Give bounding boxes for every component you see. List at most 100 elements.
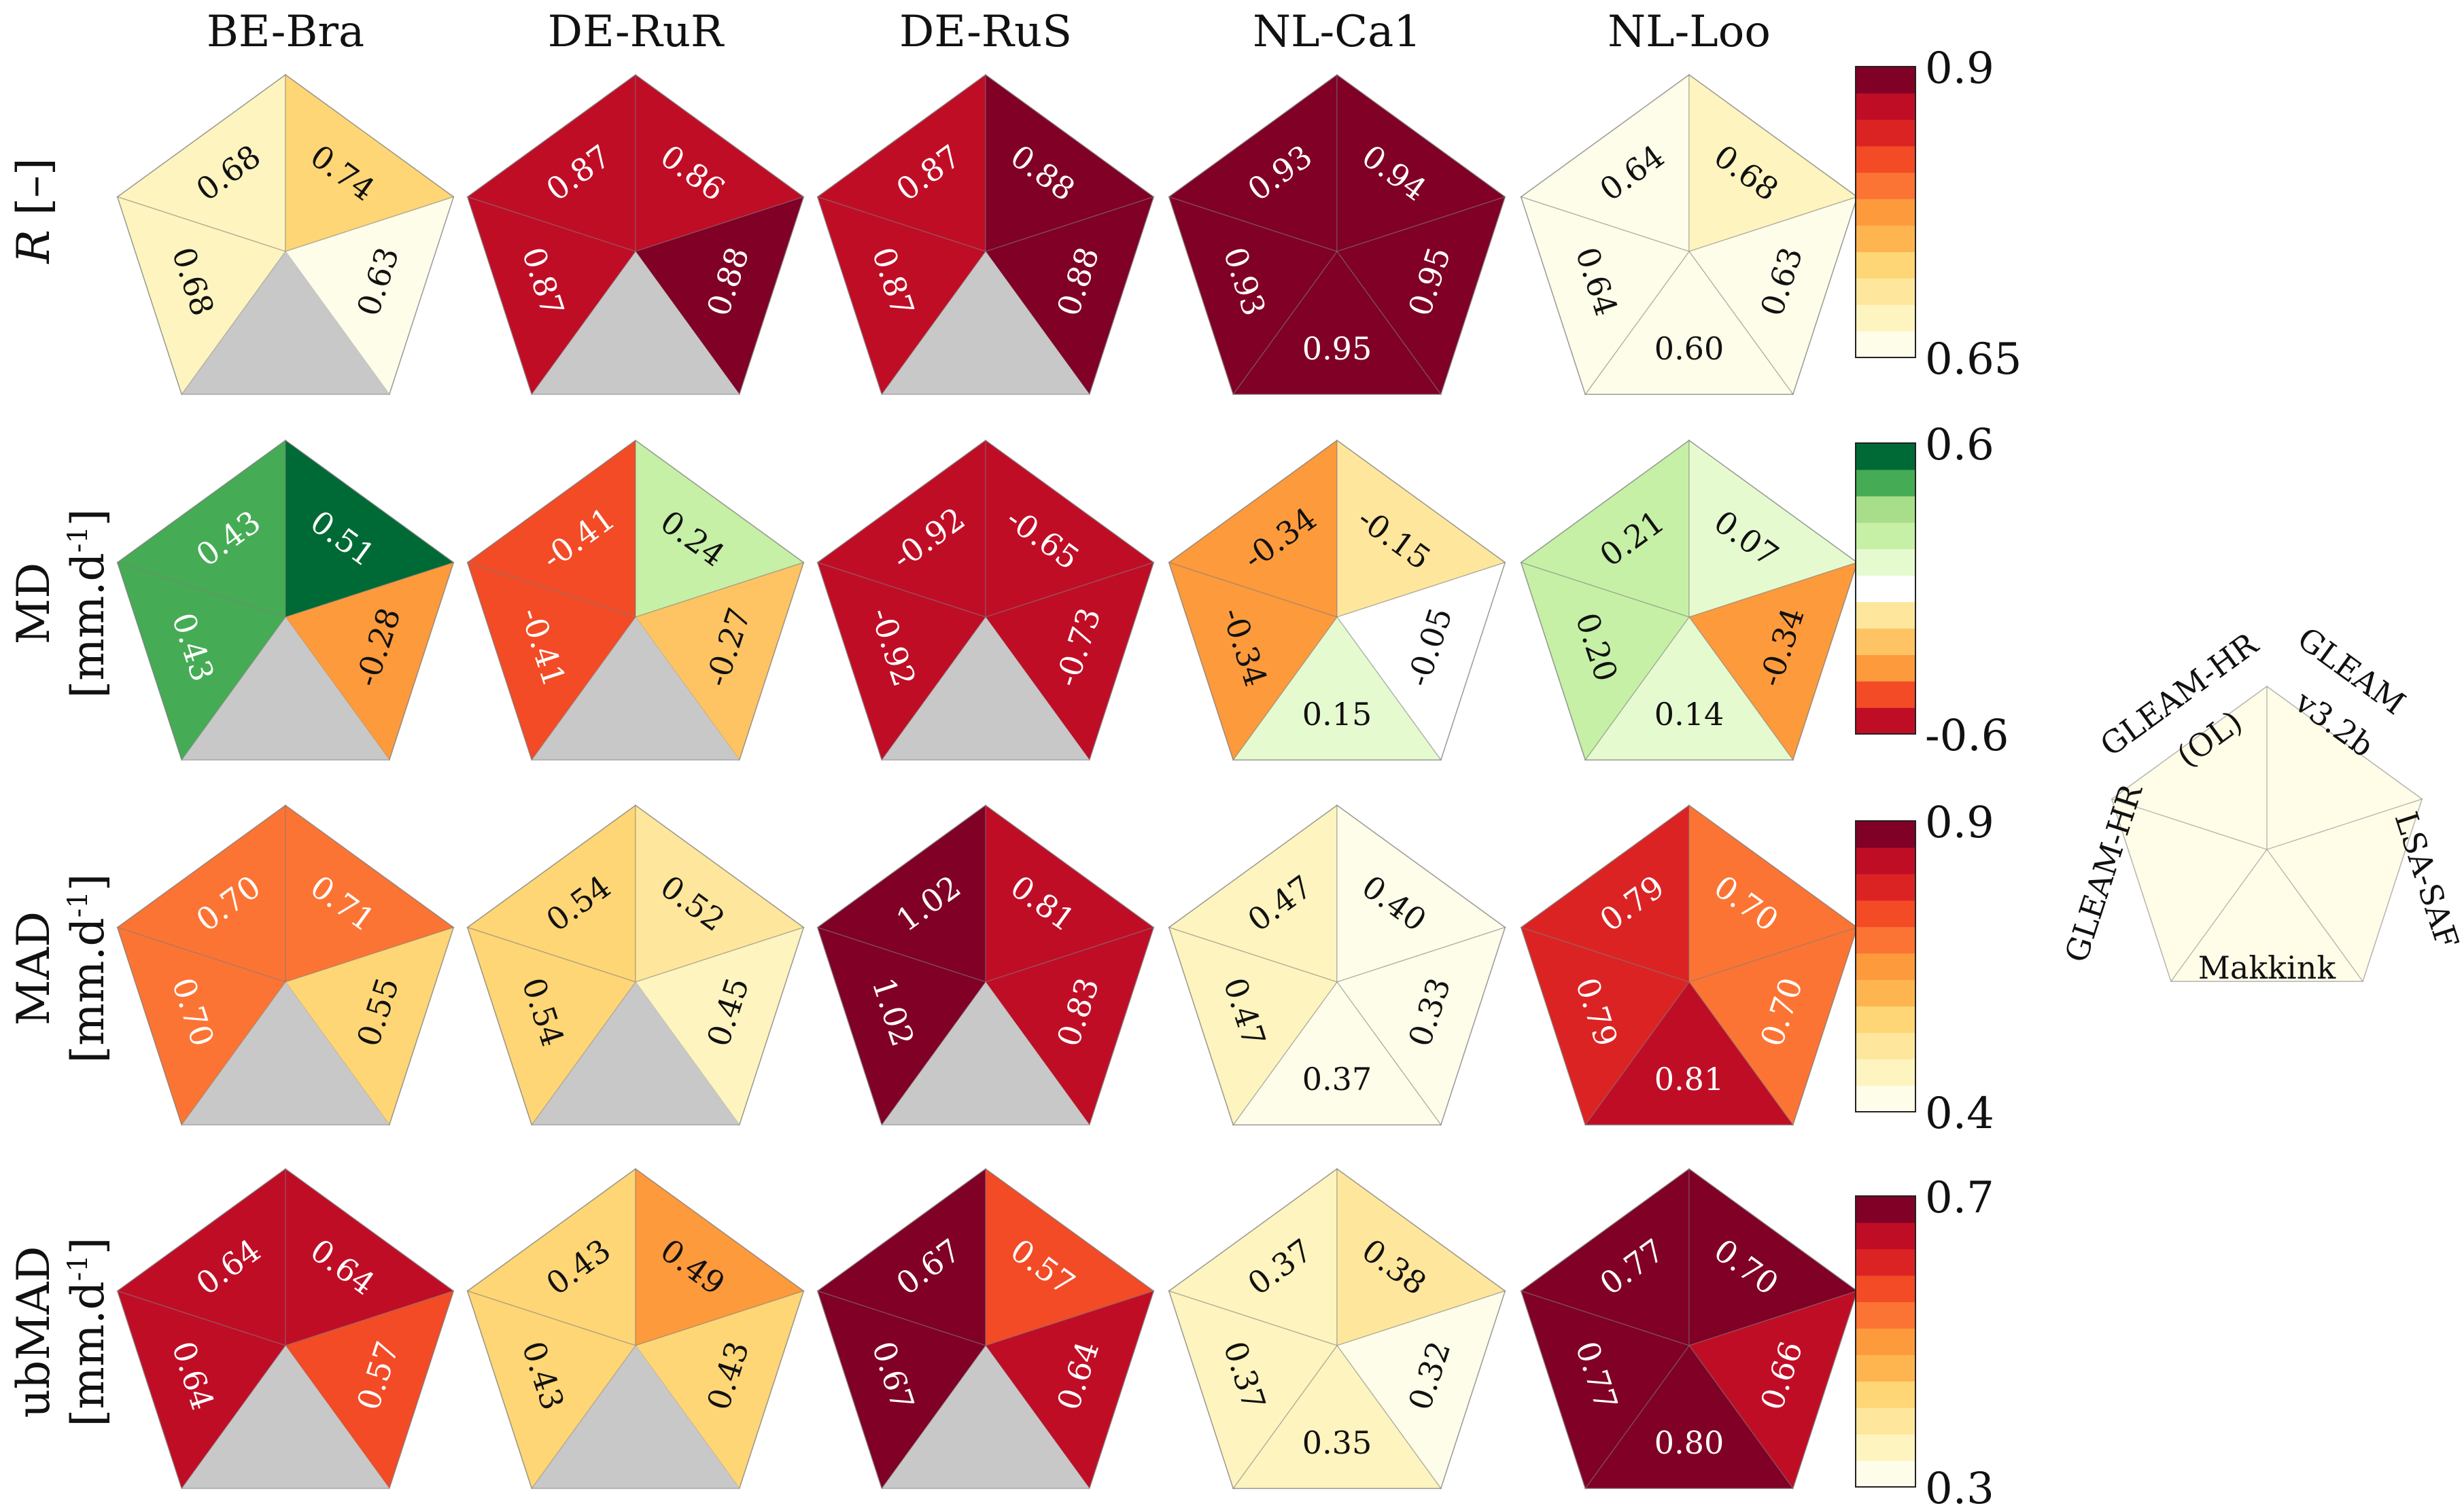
colorbar-swatch xyxy=(1856,145,1915,173)
value-label: 0.95 xyxy=(1302,330,1372,367)
pentagon-outline xyxy=(816,1168,1155,1490)
colorbar-swatch xyxy=(1856,522,1915,550)
colorbar-max-label: 0.9 xyxy=(1925,798,1994,848)
pentagon-md-nl-ca1: -0.34 -0.15-0.050.15-0.34 xyxy=(1168,439,1506,761)
colorbars: 0.9 0.65 0.6 -0.6 0.9 0.4 0.7 0.3 xyxy=(1855,43,2022,1510)
pentagon-grid: 0.68 0.740.630.680.87 0.860.880.870.87 0.88… xyxy=(116,73,1858,1490)
pentagon-r-be-bra: 0.68 0.740.630.68 xyxy=(116,73,455,396)
pentagon-outline xyxy=(116,805,455,1126)
colorbar-swatch xyxy=(1856,548,1915,576)
row-label-unit: [–] xyxy=(7,158,60,229)
colorbar-swatch xyxy=(1856,1222,1915,1250)
pentagon-r-nl-ca1: 0.93 0.940.950.950.93 xyxy=(1168,73,1506,396)
colorbar-max-label: 0.7 xyxy=(1925,1173,1994,1223)
pentagon-outline xyxy=(1520,1168,1858,1490)
pentagon-outline xyxy=(1520,805,1858,1126)
colorbar-md: 0.6 -0.6 xyxy=(1855,420,2009,761)
segment-4 xyxy=(532,982,740,1125)
segment-4 xyxy=(181,1346,389,1489)
pentagon-r-de-rur: 0.87 0.860.880.87 xyxy=(466,73,805,396)
pentagon-outline xyxy=(816,805,1155,1126)
row-label-unit: [mm.d xyxy=(62,917,114,1063)
pentagon-md-be-bra: 0.43 0.51-0.280.43 xyxy=(116,439,455,761)
colorbar-min-label: 0.3 xyxy=(1925,1464,1994,1510)
colorbar-swatch xyxy=(1856,304,1915,332)
row-label-var: MAD xyxy=(7,911,60,1025)
row-label-var: ubMAD xyxy=(7,1246,60,1418)
legend-divider xyxy=(2266,849,2363,982)
colorbar-swatch xyxy=(1856,979,1915,1006)
value-label: 0.81 xyxy=(1654,1061,1724,1098)
segment-4 xyxy=(532,251,740,395)
row-label-ubmad: ubMAD [mm.d-1] xyxy=(7,1237,114,1427)
value-label: 0.14 xyxy=(1654,696,1724,733)
pentagon-mad-nl-loo: 0.79 0.700.700.810.79 xyxy=(1520,804,1858,1126)
column-title-nl-loo: NL-Loo xyxy=(1608,7,1771,57)
colorbar-swatch xyxy=(1856,198,1915,226)
colorbar-swatch xyxy=(1856,821,1915,848)
row-label-close: ] xyxy=(62,874,114,892)
colorbar-swatch xyxy=(1856,1407,1915,1435)
colorbar-max-label: 0.6 xyxy=(1925,420,1994,470)
colorbar-swatch xyxy=(1856,443,1915,470)
colorbar-frame xyxy=(1855,442,1916,735)
pentagon-outline xyxy=(1520,74,1858,396)
row-label-md: MD [mm.d-1] xyxy=(7,509,114,699)
colorbar-swatch xyxy=(1856,225,1915,252)
value-label: 0.35 xyxy=(1302,1424,1372,1461)
pentagon-outline xyxy=(466,440,805,761)
colorbar-swatch xyxy=(1856,1381,1915,1408)
column-title-nl-ca1: NL-Ca1 xyxy=(1253,7,1421,57)
colorbar-swatch xyxy=(1856,1248,1915,1276)
row-label-unit: [mm.d xyxy=(62,552,114,698)
colorbar-r: 0.9 0.65 xyxy=(1855,43,2022,385)
colorbar-swatch xyxy=(1856,926,1915,954)
pentagon-outline xyxy=(466,1168,805,1490)
pentagon-outline xyxy=(1168,74,1506,396)
value-label: 0.60 xyxy=(1654,330,1724,367)
pentagon-outline xyxy=(116,440,455,761)
pentagon-outline xyxy=(1168,440,1506,761)
pentagon-ubmad-nl-loo: 0.77 0.700.660.800.77 xyxy=(1520,1167,1858,1490)
segment-4 xyxy=(882,1346,1090,1489)
row-label-sup: -1 xyxy=(63,891,94,917)
pentagon-outline xyxy=(1520,440,1858,761)
colorbar-swatch xyxy=(1856,1032,1915,1059)
colorbar-swatch xyxy=(1856,1006,1915,1033)
colorbar-frame xyxy=(1855,66,1916,358)
colorbar-swatch xyxy=(1856,575,1915,602)
colorbar-swatch xyxy=(1856,1196,1915,1223)
row-label-var: R xyxy=(7,230,60,264)
colorbar-min-label: 0.65 xyxy=(1925,334,2022,385)
colorbar-swatch xyxy=(1856,1059,1915,1086)
colorbar-swatch xyxy=(1856,900,1915,928)
segment-4 xyxy=(532,1346,740,1489)
colorbar-swatch xyxy=(1856,1328,1915,1355)
colorbar-swatch xyxy=(1856,495,1915,523)
colorbar-swatch xyxy=(1856,681,1915,708)
pentagon-md-nl-loo: 0.21 0.07-0.340.140.20 xyxy=(1520,439,1858,761)
column-title-de-rus: DE-RuS xyxy=(899,7,1072,57)
pentagon-ubmad-be-bra: 0.64 0.640.570.64 xyxy=(116,1167,455,1490)
column-title-be-bra: BE-Bra xyxy=(207,7,364,57)
colorbar-swatch xyxy=(1856,1460,1915,1488)
colorbar-min-label: -0.6 xyxy=(1925,711,2009,761)
pentagon-outline xyxy=(1168,805,1506,1126)
colorbar-swatch xyxy=(1856,92,1915,120)
pentagon-mad-de-rur: 0.54 0.520.450.54 xyxy=(466,804,805,1126)
row-label-r: R [–] xyxy=(7,158,60,264)
pentagon-md-de-rus: -0.92 -0.65-0.73-0.92 xyxy=(816,439,1155,761)
pentagon-outline xyxy=(1168,1168,1506,1490)
colorbar-swatch xyxy=(1856,873,1915,901)
pentagon-outline xyxy=(816,440,1155,761)
pentagon-outline xyxy=(466,805,805,1126)
legend-label-lsa-saf: LSA-SAF xyxy=(2387,807,2464,953)
row-label-close: ] xyxy=(62,509,114,527)
colorbar-swatch xyxy=(1856,654,1915,682)
column-title-de-rur: DE-RuR xyxy=(548,7,725,57)
legend-label-makkink: Makkink xyxy=(2198,949,2337,986)
colorbar-swatch xyxy=(1856,601,1915,629)
legend-divider xyxy=(2170,849,2268,982)
pentagon-r-de-rus: 0.87 0.880.880.87 xyxy=(816,73,1155,396)
